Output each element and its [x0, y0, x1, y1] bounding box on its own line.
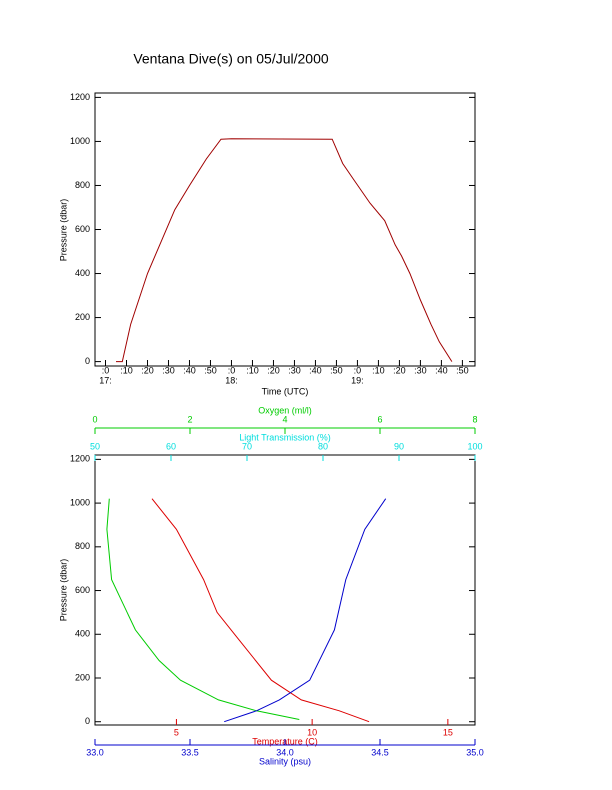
- x-tick-label: 90: [394, 441, 404, 451]
- y-axis-title: Pressure (dbar): [58, 199, 68, 262]
- y-tick-label: 1200: [70, 92, 90, 102]
- x-tick-label: :10: [246, 365, 259, 375]
- x-tick-label: 10: [307, 727, 317, 737]
- y-axis-title: Pressure (dbar): [58, 559, 68, 622]
- x-tick-label: 0: [92, 414, 97, 424]
- x-tick-label: :40: [183, 365, 196, 375]
- y-tick-label: 400: [75, 268, 90, 278]
- x-tick-label: 6: [377, 414, 382, 424]
- profile-trace: [106, 498, 300, 720]
- x-tick-label: :10: [372, 365, 385, 375]
- x-tick-label: 33.5: [181, 747, 199, 757]
- x-tick-label: 80: [318, 441, 328, 451]
- x-tick-label: :10: [120, 365, 133, 375]
- x-tick-label: :40: [309, 365, 322, 375]
- y-tick-label: 200: [75, 672, 90, 682]
- x-tick-label: 15: [443, 727, 453, 737]
- x-tick-label: 70: [242, 441, 252, 451]
- y-tick-label: 600: [75, 585, 90, 595]
- y-tick-label: 0: [85, 356, 90, 366]
- x-tick-label: :20: [141, 365, 154, 375]
- y-tick-label: 600: [75, 224, 90, 234]
- y-tick-label: 1200: [70, 454, 90, 464]
- x-tick-label: :50: [456, 365, 469, 375]
- x-tick-label: :30: [162, 365, 175, 375]
- x-tick-label: :0: [228, 365, 236, 375]
- x-tick-label: :0: [354, 365, 362, 375]
- y-tick-label: 0: [85, 716, 90, 726]
- x-axis-title: Time (UTC): [262, 386, 309, 396]
- plot-frame: [94, 92, 476, 367]
- chart-title: Ventana Dive(s) on 05/Jul/2000: [133, 51, 329, 67]
- plot-frame: [94, 454, 476, 726]
- x-tick-label: 4: [282, 414, 287, 424]
- profile-trace: [151, 498, 370, 723]
- x-tick-label: 35.0: [466, 747, 484, 757]
- x-tick-label: :20: [267, 365, 280, 375]
- profile-trace: [224, 498, 387, 723]
- x-tick-label: 8: [472, 414, 477, 424]
- x-tick-label: 2: [187, 414, 192, 424]
- x-tick-label: :30: [414, 365, 427, 375]
- x-tick-label: 100: [467, 441, 482, 451]
- x-tick-label: :50: [204, 365, 217, 375]
- x-tick-label: :30: [288, 365, 301, 375]
- y-tick-label: 1000: [70, 136, 90, 146]
- x-tick-label: :20: [393, 365, 406, 375]
- x-tick-label: :50: [330, 365, 343, 375]
- hour-label: 18:: [225, 375, 238, 385]
- x-tick-label: 34.0: [276, 747, 294, 757]
- y-tick-label: 200: [75, 312, 90, 322]
- y-tick-label: 400: [75, 629, 90, 639]
- x-tick-label: 33.0: [86, 747, 104, 757]
- x-tick-label: :0: [102, 365, 110, 375]
- y-tick-label: 1000: [70, 497, 90, 507]
- x-tick-label: 60: [166, 441, 176, 451]
- y-tick-label: 800: [75, 180, 90, 190]
- dive-trace: [116, 138, 453, 363]
- hour-label: 17:: [99, 375, 112, 385]
- hour-label: 19:: [351, 375, 364, 385]
- x-tick-label: 50: [90, 441, 100, 451]
- x-tick-label: 5: [174, 727, 179, 737]
- x-tick-label: 34.5: [371, 747, 389, 757]
- x-axis-title: Light Transmission (%): [239, 432, 331, 442]
- x-axis-title: Oxygen (ml/l): [258, 405, 312, 415]
- y-tick-label: 800: [75, 541, 90, 551]
- x-tick-label: :40: [435, 365, 448, 375]
- x-axis-title: Salinity (psu): [259, 756, 311, 766]
